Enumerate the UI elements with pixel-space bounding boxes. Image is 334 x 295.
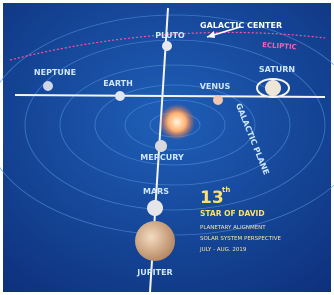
diagram: PLUTO GALACTIC CENTER ECLIPTIC NEPTUNE E… <box>0 0 334 295</box>
mercury <box>155 140 167 152</box>
label: SATURN <box>259 65 295 74</box>
mars <box>147 200 163 216</box>
label: VENUS <box>200 82 231 91</box>
label: MARS <box>143 187 169 196</box>
earth <box>115 91 125 101</box>
label: PLUTO <box>155 31 185 40</box>
caption-title: STAR OF DAVID <box>200 209 265 218</box>
caption-line: PLANETARY ALIGNMENT <box>200 225 266 231</box>
jupiter <box>135 221 175 261</box>
label: MERCURY <box>140 153 184 162</box>
caption-number: 13 <box>200 188 224 208</box>
neptune <box>43 81 53 91</box>
saturn <box>265 80 281 96</box>
label: JUPITER <box>136 268 172 277</box>
pluto <box>162 41 172 51</box>
label: EARTH <box>103 79 133 88</box>
caption-suffix: th <box>222 186 230 194</box>
caption-line: JULY - AUG. 2019 <box>199 247 247 253</box>
sun <box>159 104 195 140</box>
label: NEPTUNE <box>34 68 76 77</box>
label: GALACTIC CENTER <box>200 21 282 30</box>
caption-line: SOLAR SYSTEM PERSPECTIVE <box>200 236 281 242</box>
venus <box>213 95 223 105</box>
